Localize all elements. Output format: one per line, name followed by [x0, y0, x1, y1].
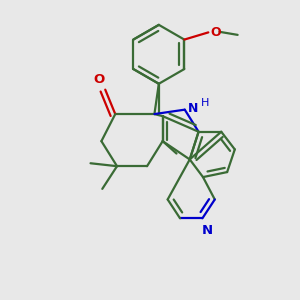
Text: N: N [201, 224, 212, 237]
Text: N: N [188, 102, 199, 115]
Text: H: H [201, 98, 209, 108]
Text: O: O [211, 26, 221, 39]
Text: O: O [93, 73, 104, 86]
